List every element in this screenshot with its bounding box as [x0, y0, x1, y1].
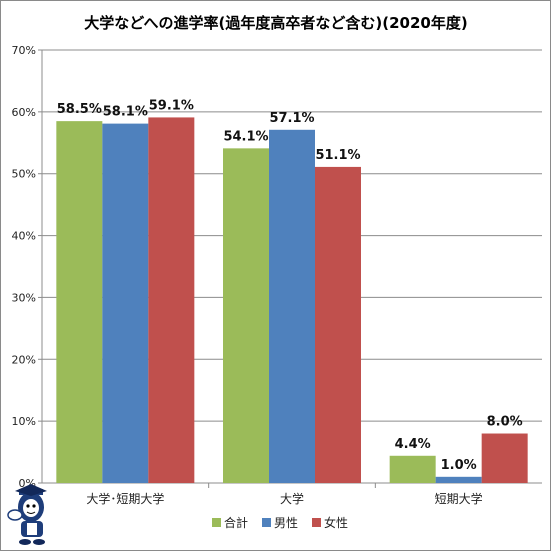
y-tick-label: 70% — [12, 44, 36, 57]
y-tick-label: 60% — [12, 106, 36, 119]
category-label: 大学 — [280, 491, 304, 506]
mascot-character-icon — [7, 484, 47, 545]
data-label: 8.0% — [487, 415, 523, 430]
y-tick-label: 10% — [12, 415, 36, 428]
y-tick-label: 20% — [12, 353, 36, 366]
category-label: 短期大学 — [435, 491, 483, 506]
bar — [435, 476, 482, 483]
bar — [481, 433, 528, 483]
y-tick-label: 30% — [12, 291, 36, 304]
bar — [56, 121, 103, 483]
chart-title: 大学などへの進学率(過年度高卒者など含む)(2020年度) — [84, 14, 467, 32]
data-label: 51.1% — [315, 148, 360, 163]
data-label: 1.0% — [441, 458, 477, 473]
bar — [269, 129, 315, 483]
legend: 合計 男性 女性 — [212, 515, 348, 530]
legend-label: 女性 — [324, 515, 348, 530]
data-label: 58.5% — [57, 102, 102, 117]
data-labels: 58.5% 58.1% 59.1% 54.1%57.1% 51.1% 4.4% 1.0% 8.… — [57, 98, 523, 472]
y-tick-label: 40% — [12, 230, 36, 243]
legend-swatch — [312, 518, 321, 527]
bar — [223, 148, 269, 484]
bars — [56, 117, 528, 484]
legend-label: 男性 — [274, 516, 298, 530]
data-label: 59.1% — [149, 98, 194, 113]
bar — [148, 117, 195, 483]
legend-swatch — [212, 518, 221, 527]
legend-label: 合計 — [224, 515, 248, 530]
category-label: 大学･短期大学 — [86, 491, 164, 506]
data-label: 57.1% — [269, 111, 314, 126]
legend-swatch — [262, 518, 271, 527]
bar — [102, 123, 149, 484]
y-tick-label: 50% — [12, 168, 36, 181]
bar — [389, 455, 436, 483]
data-label: 4.4% — [395, 437, 431, 452]
data-label: 58.1% — [103, 105, 148, 120]
data-label: 54.1% — [223, 129, 268, 144]
bar — [315, 166, 361, 483]
